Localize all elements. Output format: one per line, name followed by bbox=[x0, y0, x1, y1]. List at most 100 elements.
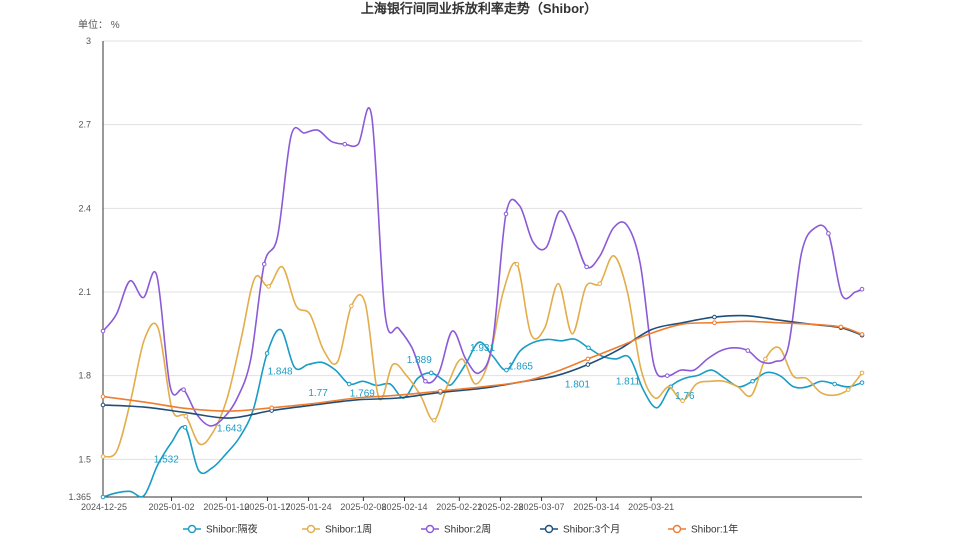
data-label: 1.811 bbox=[616, 377, 641, 388]
data-label: 1.801 bbox=[565, 379, 590, 390]
data-point bbox=[438, 388, 443, 394]
y-tick-label: 2.4 bbox=[78, 203, 91, 213]
data-point bbox=[514, 261, 520, 267]
data-point bbox=[859, 286, 865, 292]
data-point bbox=[826, 231, 831, 236]
data-point bbox=[859, 370, 865, 376]
data-point bbox=[584, 264, 589, 270]
y-tick-label: 2.1 bbox=[78, 287, 91, 297]
legend-item[interactable]: Shibor:1周 bbox=[302, 524, 372, 536]
series-layer bbox=[100, 107, 865, 500]
y-tick-label: 2.7 bbox=[78, 120, 91, 130]
y-tick-label: 1.5 bbox=[78, 454, 91, 464]
data-point bbox=[431, 418, 437, 423]
data-point bbox=[832, 381, 837, 387]
legend-marker-icon bbox=[544, 524, 554, 534]
data-point bbox=[428, 370, 434, 376]
legend-item[interactable]: Shibor:2周 bbox=[421, 524, 491, 536]
legend-label: Shibor:隔夜 bbox=[206, 523, 258, 536]
legend-item[interactable]: Shibor:隔夜 bbox=[183, 523, 258, 536]
data-label: 1.532 bbox=[154, 454, 179, 465]
axes: 1.365 1.5 1.8 2.1 2.4 2.7 3 2024-12-25 2025-01-0… bbox=[68, 36, 862, 512]
data-point bbox=[266, 284, 271, 289]
unit-label: 单位： % bbox=[78, 18, 120, 31]
data-point bbox=[664, 373, 670, 378]
data-label: 1.76 bbox=[675, 391, 695, 402]
data-point bbox=[100, 402, 106, 408]
x-tick-label: 2025-03-21 bbox=[628, 502, 674, 512]
data-label: 1.769 bbox=[350, 388, 375, 399]
data-point bbox=[680, 398, 685, 404]
series-line bbox=[102, 314, 863, 419]
data-label: 1.865 bbox=[508, 362, 533, 373]
data-point bbox=[342, 141, 348, 147]
data-point bbox=[712, 320, 717, 325]
data-point bbox=[100, 454, 106, 459]
data-point bbox=[845, 387, 851, 392]
data-label: 1.889 bbox=[407, 355, 432, 366]
legend-label: Shibor:2周 bbox=[444, 524, 491, 536]
data-label: 1.77 bbox=[308, 388, 328, 399]
data-label: 1.643 bbox=[217, 423, 242, 434]
series-line bbox=[102, 255, 863, 458]
legend[interactable]: Shibor:隔夜 Shibor:1周 Shibor:2周 Shibor:3个月 Shi… bbox=[183, 523, 738, 536]
y-tick-label: 1.8 bbox=[78, 371, 91, 381]
data-point bbox=[261, 261, 267, 267]
data-point bbox=[423, 378, 428, 384]
data-point bbox=[346, 381, 352, 387]
legend-marker-icon bbox=[672, 524, 682, 534]
data-point bbox=[750, 378, 755, 384]
data-point bbox=[763, 356, 768, 362]
legend-label: Shibor:3个月 bbox=[563, 524, 620, 536]
data-point bbox=[181, 387, 186, 392]
x-tick-label: 2025-01-10 bbox=[203, 502, 249, 512]
data-point bbox=[586, 345, 591, 351]
series-5 bbox=[100, 320, 865, 412]
x-tick-label: 2025-01-02 bbox=[148, 502, 194, 512]
data-point bbox=[745, 348, 751, 353]
data-point bbox=[183, 413, 189, 419]
series-2 bbox=[100, 255, 865, 459]
data-point bbox=[504, 367, 509, 373]
data-point bbox=[182, 424, 188, 430]
data-point bbox=[859, 380, 865, 385]
series-3 bbox=[100, 107, 865, 427]
x-tick-label: 2025-01-24 bbox=[286, 502, 332, 512]
y-tick-label: 1.365 bbox=[68, 492, 91, 502]
data-label: 1.848 bbox=[268, 366, 293, 377]
x-tick-label: 2025-01-17 bbox=[244, 502, 290, 512]
data-point bbox=[100, 494, 106, 500]
data-point bbox=[100, 328, 106, 334]
series-line bbox=[102, 107, 863, 427]
chart-title: 上海银行间同业拆放利率走势（Shibor） bbox=[361, 1, 597, 16]
legend-label: Shibor:1年 bbox=[691, 523, 738, 536]
series-4 bbox=[100, 314, 865, 419]
data-point bbox=[269, 405, 274, 411]
data-point bbox=[859, 332, 865, 337]
data-point bbox=[503, 211, 509, 217]
y-tick-label: 3 bbox=[86, 36, 91, 46]
data-label: 1.931 bbox=[470, 343, 495, 354]
x-tick-label: 2025-02-21 bbox=[436, 502, 482, 512]
x-tick-label: 2025-02-08 bbox=[340, 502, 386, 512]
x-tick-label: 2025-02-14 bbox=[381, 502, 427, 512]
series-line bbox=[102, 328, 863, 498]
data-point bbox=[100, 394, 106, 399]
x-tick-label: 2025-03-14 bbox=[573, 502, 619, 512]
x-tick-label: 2025-03-07 bbox=[519, 502, 565, 512]
data-point bbox=[838, 324, 844, 330]
data-point bbox=[349, 303, 354, 309]
data-point bbox=[585, 362, 591, 367]
legend-item[interactable]: Shibor:1年 bbox=[668, 523, 738, 536]
data-point bbox=[264, 351, 270, 356]
legend-item[interactable]: Shibor:3个月 bbox=[540, 524, 620, 536]
x-tick-label: 2025-02-28 bbox=[477, 502, 523, 512]
series-1 bbox=[100, 328, 865, 500]
x-tick-label: 2024-12-25 bbox=[81, 502, 127, 512]
data-labels: 1.532 1.643 1.848 1.77 1.769 1.889 1.931 1.865 1… bbox=[154, 343, 695, 465]
data-point bbox=[597, 281, 603, 286]
data-point bbox=[585, 356, 591, 362]
legend-marker-icon bbox=[187, 524, 197, 534]
series-line bbox=[102, 320, 863, 412]
